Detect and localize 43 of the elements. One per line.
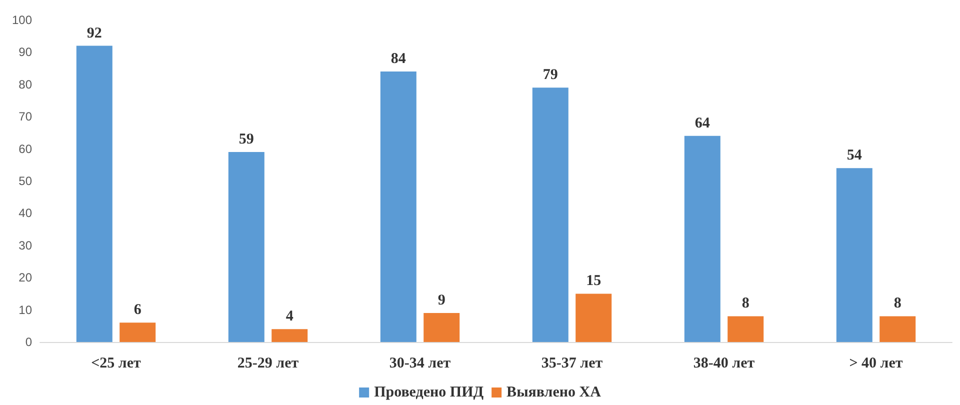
bar — [272, 329, 308, 342]
bar — [684, 136, 720, 342]
y-tick-label: 40 — [18, 206, 32, 220]
data-label: 84 — [390, 51, 406, 68]
y-tick-label: 90 — [18, 45, 32, 60]
x-tick-label: > 40 лет — [849, 356, 904, 372]
bar — [880, 316, 916, 342]
x-tick-label: 30-34 лет — [389, 356, 452, 372]
y-tick-label: 50 — [18, 174, 32, 188]
y-tick-label: 0 — [25, 335, 32, 349]
x-tick-label: 35-37 лет — [541, 356, 604, 372]
legend-label: Выявлено ХА — [506, 384, 602, 400]
data-label: 8 — [894, 296, 902, 312]
bar — [532, 88, 568, 342]
legend-label: Проведено ПИД — [374, 384, 484, 400]
data-label: 15 — [586, 273, 602, 290]
bar — [576, 294, 612, 342]
bar — [120, 322, 156, 342]
y-tick-label: 100 — [12, 13, 32, 27]
bar — [836, 168, 872, 342]
data-label: 64 — [694, 115, 710, 132]
data-label: 8 — [742, 296, 750, 312]
x-tick-label: 38-40 лет — [693, 356, 756, 372]
data-label: 4 — [286, 308, 294, 325]
bar — [424, 313, 460, 342]
y-tick-label: 30 — [18, 238, 32, 252]
bar — [76, 46, 112, 342]
data-label: 79 — [542, 67, 558, 84]
y-tick-label: 20 — [18, 270, 32, 285]
data-label: 9 — [438, 292, 446, 309]
data-label: 54 — [846, 148, 862, 164]
bar — [228, 152, 264, 342]
y-tick-label: 10 — [18, 302, 32, 317]
data-label: 92 — [86, 25, 102, 42]
x-tick-label: 25-29 лет — [237, 356, 300, 372]
bar — [728, 316, 764, 342]
bar — [380, 72, 416, 342]
y-tick-label: 60 — [18, 142, 32, 156]
x-tick-label: <25 лет — [91, 356, 142, 372]
y-tick-label: 70 — [18, 110, 32, 124]
data-label: 6 — [134, 302, 142, 318]
y-tick-label: 80 — [18, 77, 32, 92]
data-label: 59 — [238, 132, 254, 148]
